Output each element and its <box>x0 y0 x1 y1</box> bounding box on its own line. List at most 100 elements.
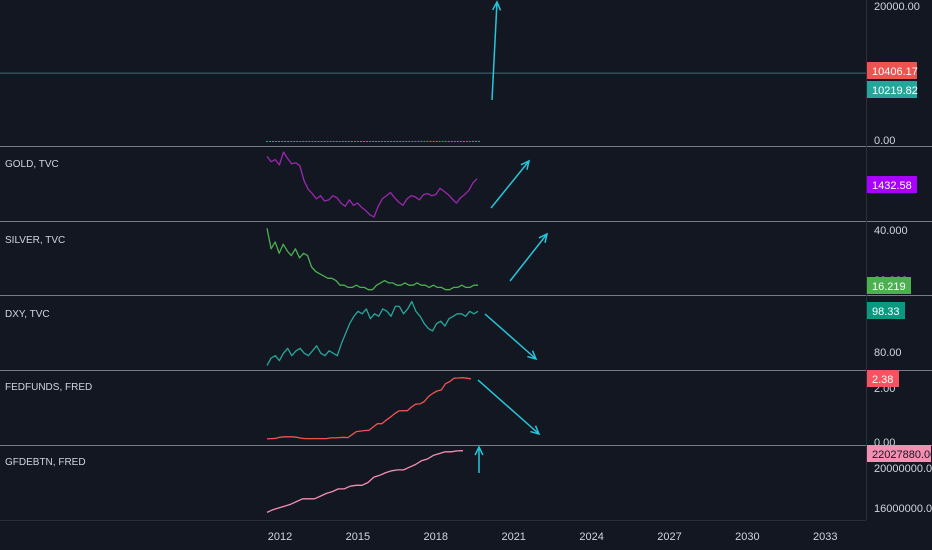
debt-price-tick-20m: 20000000.00 <box>874 463 932 475</box>
btc-candle <box>296 140 299 142</box>
btc-candle <box>320 140 323 142</box>
btc-candle <box>362 140 365 142</box>
btc-candle <box>471 140 474 142</box>
btc-price-tick-top: 20000.00 <box>874 1 920 13</box>
debt-price-badge-text: 22027880.00 <box>872 449 932 461</box>
btc-candle <box>372 140 374 142</box>
btc-candle <box>329 140 332 142</box>
btc-candle <box>426 140 429 142</box>
btc-candle <box>350 140 353 142</box>
x-axis-tick-label: 2027 <box>657 531 681 543</box>
dxy-price-tick-80: 80.00 <box>874 347 902 359</box>
btc-candle <box>341 140 344 142</box>
btc-price-tick-zero: 0.00 <box>874 135 895 147</box>
btc-candle <box>387 140 390 142</box>
btc-candle <box>462 140 465 142</box>
x-axis-tick-label: 2030 <box>735 531 759 543</box>
btc-candle <box>302 140 305 142</box>
btc-candle <box>356 140 359 142</box>
btc-badge-last <box>867 62 917 79</box>
btc-candle <box>275 140 278 142</box>
btc-candle <box>347 140 350 142</box>
btc-badge-close <box>867 81 917 98</box>
btc-candle <box>272 140 275 142</box>
gold-price-badge-text: 1432.58 <box>872 180 912 192</box>
pane-title-fedfunds: FEDFUNDS, FRED <box>5 382 92 393</box>
series-line-gfdebtn-fred <box>266 450 464 513</box>
btc-candle <box>459 140 462 142</box>
x-axis-tick-label: 2024 <box>579 531 603 543</box>
x-axis-tick-label: 2021 <box>501 531 525 543</box>
btc-badge-last-text: 10406.17 <box>872 66 918 78</box>
btc-candle <box>390 140 393 142</box>
pane-title-silver: SILVER, TVC <box>5 235 65 246</box>
fedfunds-price-badge <box>867 370 899 387</box>
btc-candle <box>456 140 459 142</box>
btc-candle <box>450 140 453 142</box>
btc-candle <box>281 140 284 142</box>
btc-candle <box>435 140 438 142</box>
btc-candle <box>338 140 341 142</box>
btc-candle <box>414 140 417 142</box>
btc-candle <box>266 140 268 142</box>
btc-candle <box>317 140 320 142</box>
btc-candle <box>326 140 329 142</box>
x-axis-tick-label: 2012 <box>268 531 292 543</box>
btc-candle <box>311 140 314 142</box>
debt-price-badge <box>867 445 931 462</box>
btc-candle <box>368 140 371 142</box>
dxy-price-badge <box>867 302 905 319</box>
debt-up-arrow[interactable] <box>474 445 484 473</box>
dxy-down-arrow[interactable] <box>484 313 538 361</box>
x-axis-tick-label: 2015 <box>346 531 370 543</box>
btc-candle <box>429 140 432 142</box>
btc-candle <box>432 140 435 142</box>
pane-title-gfdebtn: GFDEBTN, FRED <box>5 457 86 468</box>
btc-candle <box>378 140 381 142</box>
btc-candle <box>384 140 387 142</box>
silver-price-badge <box>867 277 911 294</box>
series-line-silver-tvc <box>266 228 478 291</box>
btc-candle <box>305 140 308 142</box>
btc-candle <box>335 140 338 142</box>
btc-badge-close-text: 10219.82 <box>872 85 918 97</box>
btc-candle <box>290 140 293 142</box>
pane-title-gold: GOLD, TVC <box>5 159 59 170</box>
btc-candle <box>396 140 399 142</box>
btc-candle <box>405 140 408 142</box>
btc-candle <box>353 140 356 142</box>
silver-up-arrow[interactable] <box>509 232 549 282</box>
btc-candle <box>365 140 368 142</box>
x-axis-tick-label: 2018 <box>424 531 448 543</box>
btc-candle <box>468 140 471 142</box>
btc-candle <box>393 140 396 142</box>
btc-candle <box>438 140 441 142</box>
btc-candle <box>323 140 326 142</box>
series-line-dxy-tvc <box>266 300 479 366</box>
silver-price-tick-40: 40.000 <box>874 225 908 237</box>
btc-candle <box>332 140 335 142</box>
btc-candle <box>420 140 423 142</box>
btc-candle <box>411 140 414 142</box>
series-line-fedfunds-fred <box>266 377 472 440</box>
fedfunds-price-badge-text: 2.38 <box>872 374 893 386</box>
silver-price-badge-text: 16.219 <box>872 281 906 293</box>
btc-candle <box>447 140 450 142</box>
btc-candle <box>344 140 347 142</box>
btc-candle <box>402 140 405 142</box>
fedfunds-down-arrow[interactable] <box>477 379 541 436</box>
gold-up-arrow[interactable] <box>490 159 531 209</box>
debt-price-tick-16m: 16000000.00 <box>874 503 932 515</box>
x-axis-tick-label: 2033 <box>813 531 837 543</box>
btc-candle <box>375 140 378 142</box>
btc-up-arrow[interactable] <box>491 0 502 101</box>
btc-candle <box>423 140 426 142</box>
btc-candle <box>381 140 384 142</box>
btc-candle <box>408 140 411 142</box>
btc-candle <box>474 140 477 142</box>
btc-candle <box>441 140 444 142</box>
btc-candle <box>293 140 296 142</box>
dxy-price-badge-text: 98.33 <box>872 306 900 318</box>
